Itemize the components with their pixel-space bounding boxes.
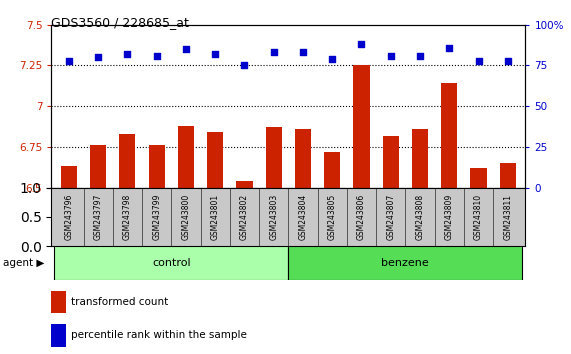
- Bar: [383, 136, 399, 188]
- Point: [416, 53, 425, 58]
- Text: GSM243799: GSM243799: [152, 194, 161, 240]
- Text: GSM243807: GSM243807: [386, 194, 395, 240]
- Point: [182, 46, 191, 52]
- Text: GSM243797: GSM243797: [94, 194, 103, 240]
- Bar: [54, 246, 288, 280]
- Bar: [295, 129, 311, 188]
- Text: agent ▶: agent ▶: [3, 258, 44, 268]
- Point: [65, 58, 74, 63]
- Point: [386, 53, 395, 58]
- Text: GSM243804: GSM243804: [299, 194, 307, 240]
- Bar: [288, 246, 522, 280]
- Bar: [500, 163, 516, 188]
- Bar: [119, 134, 135, 188]
- Bar: [178, 126, 194, 188]
- Bar: [61, 166, 77, 188]
- Text: transformed count: transformed count: [71, 297, 168, 307]
- Text: percentile rank within the sample: percentile rank within the sample: [71, 330, 247, 341]
- Text: GSM243805: GSM243805: [328, 194, 337, 240]
- Bar: [51, 291, 66, 313]
- Bar: [236, 181, 252, 188]
- Point: [240, 63, 249, 68]
- Text: GSM243798: GSM243798: [123, 194, 132, 240]
- Text: benzene: benzene: [381, 258, 429, 268]
- Point: [445, 45, 454, 50]
- Text: GSM243800: GSM243800: [182, 194, 191, 240]
- Text: GSM243803: GSM243803: [270, 194, 278, 240]
- Point: [94, 55, 103, 60]
- Point: [503, 58, 512, 63]
- Bar: [148, 145, 165, 188]
- Text: GDS3560 / 228685_at: GDS3560 / 228685_at: [51, 16, 189, 29]
- Point: [152, 53, 161, 58]
- Text: GSM243809: GSM243809: [445, 194, 454, 240]
- Bar: [51, 324, 66, 347]
- Point: [269, 50, 278, 55]
- Bar: [266, 127, 282, 188]
- Point: [474, 58, 483, 63]
- Point: [357, 41, 366, 47]
- Text: control: control: [152, 258, 191, 268]
- Bar: [441, 84, 457, 188]
- Bar: [207, 132, 223, 188]
- Bar: [471, 168, 486, 188]
- Text: GSM243808: GSM243808: [416, 194, 424, 240]
- Point: [123, 51, 132, 57]
- Text: GSM243806: GSM243806: [357, 194, 366, 240]
- Point: [328, 56, 337, 62]
- Text: GSM243810: GSM243810: [474, 194, 483, 240]
- Point: [211, 51, 220, 57]
- Text: GSM243811: GSM243811: [503, 194, 512, 240]
- Text: GSM243801: GSM243801: [211, 194, 220, 240]
- Point: [299, 50, 308, 55]
- Text: GSM243796: GSM243796: [65, 194, 74, 240]
- Bar: [353, 65, 369, 188]
- Text: GSM243802: GSM243802: [240, 194, 249, 240]
- Bar: [90, 145, 106, 188]
- Bar: [412, 129, 428, 188]
- Bar: [324, 152, 340, 188]
